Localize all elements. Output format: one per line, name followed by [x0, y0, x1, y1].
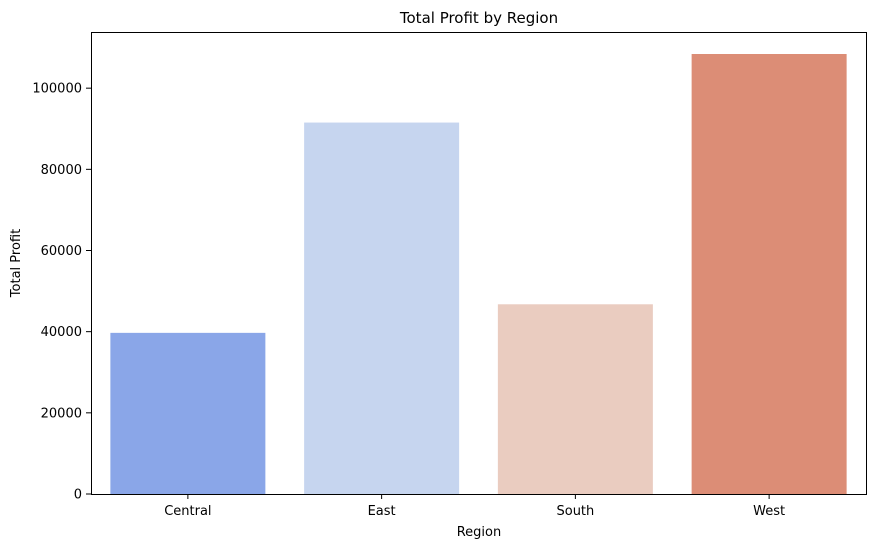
- y-axis: 0 20000 40000 60000 80000 100000: [32, 82, 91, 503]
- bar-east: [304, 122, 460, 494]
- x-axis: Central East South West: [164, 494, 785, 519]
- y-tick-label: 40000: [41, 325, 82, 340]
- chart-title: Total Profit by Region: [399, 9, 558, 27]
- y-tick-label: 20000: [41, 406, 82, 421]
- y-tick-label: 0: [74, 488, 82, 503]
- x-tick-label: West: [753, 504, 785, 519]
- y-tick-label: 60000: [41, 244, 82, 259]
- x-tick-label: Central: [164, 504, 211, 519]
- bar-west: [691, 54, 847, 494]
- x-tick-label: South: [556, 504, 594, 519]
- x-axis-label: Region: [457, 525, 502, 540]
- y-tick-label: 80000: [41, 163, 82, 178]
- y-tick-label: 100000: [32, 82, 82, 97]
- bars-group: [110, 54, 847, 494]
- bar-central: [110, 332, 266, 494]
- bar-south: [497, 304, 653, 494]
- plot-frame: [91, 32, 867, 495]
- x-tick-label: East: [368, 504, 396, 519]
- y-axis-label: Total Profit: [9, 229, 24, 298]
